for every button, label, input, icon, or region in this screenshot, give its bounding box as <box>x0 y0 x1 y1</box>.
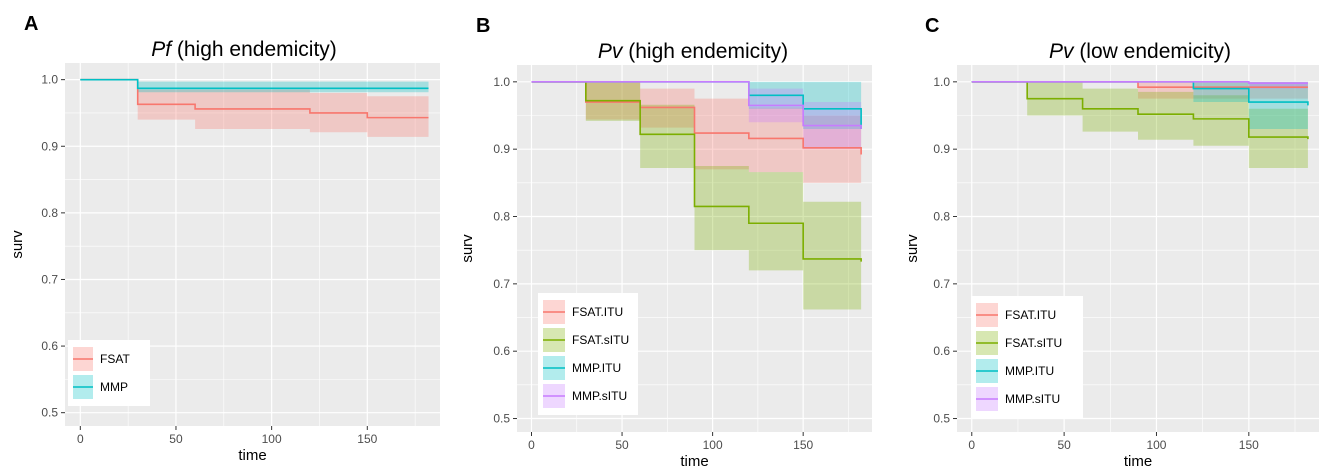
line-fsat-situ <box>531 81 862 262</box>
y-tick-label: 0.6 <box>493 344 510 358</box>
chart-title-italic: Pv <box>1049 40 1075 63</box>
x-tick-label: 100 <box>262 432 282 446</box>
ribbon-fsat-situ <box>971 81 1308 169</box>
ribbon-mmp-itu <box>971 81 1308 129</box>
legend-box <box>538 293 638 415</box>
panel-b: B Pv (high endemicity) 0.5 0.6 0.7 0.8 0.9 1.0 0… <box>459 0 890 472</box>
y-tick-label: 1.0 <box>41 73 58 87</box>
legend-label: FSAT <box>100 352 130 366</box>
y-axis-label: surv <box>904 234 921 263</box>
panel-label: A <box>24 13 38 35</box>
legend-box <box>68 340 150 406</box>
x-tick-label: 50 <box>1057 438 1071 452</box>
legend-box <box>971 296 1083 418</box>
x-axis-label: time <box>238 447 266 464</box>
panel-a: A Pf (high endemicity) 0.5 0.6 0.7 0.8 0.9 1.0 0… <box>0 0 440 472</box>
line-fsat-itu <box>531 81 862 155</box>
y-tick-label: 0.9 <box>41 139 58 153</box>
line-fsat <box>80 78 429 119</box>
y-tick-label: 0.5 <box>41 406 58 420</box>
ribbon-fsat-situ <box>531 81 862 310</box>
legend-label: MMP <box>100 380 128 394</box>
y-tick-label: 0.8 <box>41 206 58 220</box>
line-mmp-situ <box>531 81 862 129</box>
legend-label: MMP.sITU <box>1005 392 1060 406</box>
panel-c: C Pv (low endemicity) 0.5 0.6 0.7 0.8 0.9 1.0 0 5… <box>904 0 1321 472</box>
legend-label: FSAT.ITU <box>1005 308 1056 322</box>
y-tick-label: 0.9 <box>933 142 950 156</box>
y-tick-label: 1.0 <box>493 75 510 89</box>
legend-label: FSAT.sITU <box>572 333 629 347</box>
y-tick-label: 1.0 <box>933 75 950 89</box>
ribbon-fsat-itu <box>971 81 1308 99</box>
chart-title-italic: Pf <box>151 38 173 61</box>
line-fsat-situ <box>971 81 1309 140</box>
y-tick-label: 0.7 <box>933 277 950 291</box>
x-tick-label: 150 <box>357 432 377 446</box>
x-tick-label: 0 <box>968 438 975 452</box>
x-axis-label: time <box>680 453 708 470</box>
y-tick-label: 0.9 <box>493 142 510 156</box>
x-tick-label: 0 <box>528 438 535 452</box>
ribbon-mmp-situ <box>531 81 862 150</box>
y-tick-label: 0.7 <box>41 272 58 286</box>
ribbon-fsat-itu <box>531 81 862 190</box>
legend-label: MMP.ITU <box>1005 364 1054 378</box>
chart-b: B Pv (high endemicity) 0.5 0.6 0.7 0.8 0.9 1.0 0… <box>459 15 872 470</box>
panel-label: C <box>925 15 939 37</box>
y-tick-label: 0.6 <box>41 339 58 353</box>
y-tick-label: 0.6 <box>933 344 950 358</box>
legend-label: MMP.ITU <box>572 361 621 375</box>
y-axis-label: surv <box>459 234 476 263</box>
panel-label: B <box>476 15 490 37</box>
y-axis-label: surv <box>9 230 26 259</box>
chart-title-rest: (high endemicity) <box>171 38 337 61</box>
chart-title-rest: (low endemicity) <box>1073 40 1231 63</box>
ribbon-mmp <box>80 79 429 93</box>
y-tick-label: 0.5 <box>493 412 510 426</box>
y-tick-label: 0.8 <box>493 210 510 224</box>
chart-title: Pv (low endemicity) <box>1049 40 1231 63</box>
legend-label: MMP.sITU <box>572 389 627 403</box>
x-tick-label: 50 <box>615 438 629 452</box>
legend-label: FSAT.sITU <box>1005 336 1062 350</box>
ribbon-mmp-itu <box>531 81 862 129</box>
x-tick-label: 50 <box>169 432 183 446</box>
legend-label: FSAT.ITU <box>572 305 623 319</box>
chart-title-rest: (high endemicity) <box>622 40 788 63</box>
x-tick-label: 100 <box>1146 438 1166 452</box>
y-tick-label: 0.7 <box>493 277 510 291</box>
x-axis-label: time <box>1124 453 1152 470</box>
line-mmp <box>80 78 429 90</box>
x-tick-label: 150 <box>1239 438 1259 452</box>
chart-c: C Pv (low endemicity) 0.5 0.6 0.7 0.8 0.9 1.0 0 5… <box>904 15 1319 470</box>
chart-title-italic: Pv <box>598 40 624 63</box>
line-mmp-situ <box>971 81 1308 84</box>
x-tick-label: 100 <box>703 438 723 452</box>
x-tick-label: 0 <box>77 432 84 446</box>
y-tick-label: 0.8 <box>933 210 950 224</box>
y-tick-label: 0.5 <box>933 412 950 426</box>
chart-a: A Pf (high endemicity) 0.5 0.6 0.7 0.8 0.9 1.0 0… <box>9 13 440 464</box>
x-tick-label: 150 <box>793 438 813 452</box>
chart-title: Pf (high endemicity) <box>151 38 337 61</box>
chart-title: Pv (high endemicity) <box>598 40 788 63</box>
